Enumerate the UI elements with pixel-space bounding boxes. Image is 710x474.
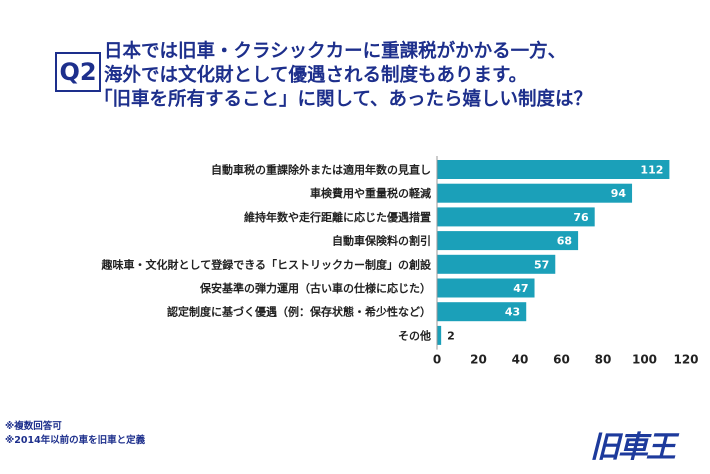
footnote: ※2014年以前の車を旧車と定義	[5, 435, 146, 446]
category-label: 自動車税の重課除外または適用年数の見直し	[211, 163, 431, 177]
brand-logo: 旧車王	[590, 430, 676, 465]
title-line: 「旧車を所有すること」に関して、あったら嬉しい制度は？	[94, 89, 593, 110]
footnote: ※複数回答可	[5, 421, 62, 432]
x-tick-label: 0	[433, 353, 441, 367]
category-label: 自動車保険料の割引	[332, 234, 431, 248]
data-label: 57	[534, 258, 549, 271]
data-label: 47	[513, 282, 528, 295]
x-tick-label: 40	[512, 353, 529, 367]
x-tick-label: 80	[595, 353, 612, 367]
bar	[437, 302, 527, 322]
x-tick-label: 60	[553, 353, 570, 367]
title-line: 日本では旧車・クラシックカーに重課税がかかる一方、	[104, 41, 567, 62]
x-tick-label: 100	[632, 353, 657, 367]
bar	[437, 325, 442, 345]
data-label: 94	[611, 187, 627, 200]
bar	[437, 207, 595, 227]
x-tick-label: 20	[470, 353, 487, 367]
bar	[437, 160, 670, 179]
chart-title: 日本では旧車・クラシックカーに重課税がかかる一方、 海外では文化財として優遇され…	[94, 40, 592, 112]
question-badge: Q2	[55, 52, 101, 92]
x-tick-label: 120	[673, 353, 698, 367]
bar	[437, 278, 535, 298]
bar	[437, 183, 633, 203]
data-label: 112	[640, 164, 663, 177]
category-label: 維持年数や走行距離に応じた優遇措置	[244, 210, 431, 224]
title-line: 海外では文化財として優遇される制度もあります。	[104, 65, 528, 86]
data-label: 68	[557, 235, 572, 248]
bar	[437, 231, 579, 251]
category-label: 車検費用や重量税の軽減	[310, 186, 431, 200]
bar	[437, 254, 556, 274]
data-label: 43	[505, 306, 520, 319]
category-label: その他	[398, 328, 431, 342]
category-label: 趣味車・文化財として登録できる「ヒストリックカー制度」の創設	[101, 257, 432, 271]
data-label: 2	[447, 329, 455, 342]
category-label: 保安基準の弾力運用（古い車の仕様に応じた）	[199, 281, 431, 295]
data-label: 76	[573, 211, 589, 224]
category-label: 認定制度に基づく優遇（例：保存状態・希少性など）	[167, 305, 431, 319]
